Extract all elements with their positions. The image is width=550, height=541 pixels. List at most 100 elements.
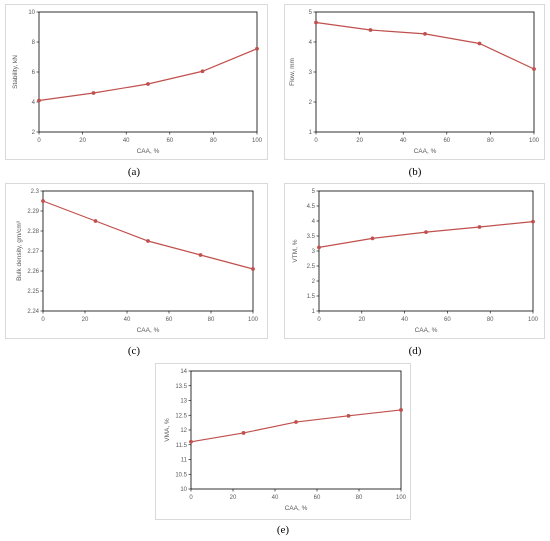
caption-e: (e) (276, 524, 290, 536)
data-point (37, 98, 41, 103)
x-tick-label: 80 (210, 138, 217, 144)
y-tick-label: 4 (309, 40, 313, 46)
x-tick-label: 80 (208, 317, 215, 323)
data-point (346, 413, 351, 418)
x-tick-label: 40 (272, 495, 279, 501)
x-tick-label: 100 (396, 495, 407, 501)
data-point (423, 32, 427, 36)
x-axis-label: CAA, % (137, 148, 160, 155)
data-point (93, 219, 98, 223)
y-tick-label: 11.5 (176, 443, 188, 449)
y-tick-label: 1 (309, 130, 313, 136)
y-tick-label: 2.24 (27, 309, 39, 315)
y-tick-label: 2 (309, 100, 313, 106)
data-point (370, 236, 375, 241)
chart-panel-b: 1 2 3 4 5 0 20 40 60 80 100 CAA, % Flow, mm (284, 4, 545, 160)
x-tick-label: 20 (79, 138, 86, 144)
y-tick-label: 3.5 (307, 234, 316, 240)
x-tick-label: 0 (37, 138, 41, 144)
x-tick-label: 80 (356, 495, 363, 501)
chart-panel-c: 2.24 2.25 2.26 2.27 2.28 2.29 2.3 0 20 40 60 80 100 C… (5, 183, 268, 339)
y-axis-label: Stability, kN (12, 55, 19, 89)
x-tick-label: 60 (166, 317, 173, 323)
chart-c: 2.24 2.25 2.26 2.27 2.28 2.29 2.3 0 20 40 60 80 100 C… (16, 189, 259, 334)
x-tick-label: 100 (248, 317, 259, 323)
y-tick-label: 10.5 (175, 472, 187, 478)
x-tick-label: 20 (356, 138, 363, 144)
y-tick-label: 2 (312, 279, 316, 285)
plot-area (318, 190, 534, 312)
chart-d: 1 1.5 2 2.5 3 3.5 4 4.5 5 0 20 40 60 80 100 CAA, % VTM, … (292, 189, 539, 334)
x-tick-label: 100 (252, 138, 263, 144)
y-tick-label: 12 (180, 428, 187, 434)
y-tick-label: 4 (312, 219, 316, 225)
x-tick-label: 20 (82, 317, 89, 323)
y-tick-label: 4 (32, 100, 36, 106)
data-point (314, 20, 318, 25)
y-tick-label: 13.5 (175, 384, 187, 390)
x-tick-label: 60 (166, 138, 173, 144)
data-point (424, 230, 428, 234)
x-axis-label: CAA, % (414, 148, 437, 155)
y-axis-label: Flow, mm (289, 58, 296, 86)
y-tick-label: 14 (180, 369, 187, 375)
data-point (532, 67, 536, 71)
y-tick-label: 5 (309, 10, 313, 16)
chart-panel-a: 2 4 6 8 10 0 20 40 60 80 100 CAA, % Stability, kN (5, 4, 268, 160)
series-line (38, 48, 258, 102)
y-tick-label: 11 (181, 458, 188, 464)
x-tick-label: 40 (124, 317, 131, 323)
chart-panel-e: 10 10.5 11 11.5 12 12.5 13 13.5 14 0 20 40 60 80 100 CA… (155, 363, 411, 520)
y-tick-label: 10 (180, 487, 187, 493)
x-tick-label: 0 (41, 317, 45, 323)
data-point (255, 46, 259, 51)
data-point (91, 91, 96, 95)
x-axis-label: CAA, % (285, 505, 308, 512)
y-tick-label: 6 (32, 70, 36, 76)
data-point (146, 82, 150, 86)
x-tick-label: 60 (444, 317, 451, 323)
data-point (198, 253, 203, 257)
x-tick-label: 80 (487, 138, 494, 144)
data-point (41, 199, 45, 203)
y-axis-label: VTM, % (292, 239, 299, 262)
data-point (317, 245, 321, 250)
y-tick-label: 4.5 (307, 204, 316, 210)
data-point (477, 41, 482, 46)
data-point (251, 267, 255, 271)
y-tick-label: 2.5 (307, 264, 316, 270)
caption-a: (a) (127, 166, 141, 178)
y-tick-label: 8 (32, 40, 36, 46)
x-tick-label: 20 (230, 495, 237, 501)
x-axis-label: CAA, % (137, 327, 160, 334)
x-tick-label: 0 (314, 138, 318, 144)
data-point (200, 69, 205, 74)
y-axis-label: VMA, % (164, 418, 171, 442)
y-tick-label: 2.25 (27, 289, 39, 295)
data-point (477, 225, 482, 229)
x-tick-label: 100 (528, 317, 539, 323)
x-tick-label: 40 (400, 138, 407, 144)
caption-c: (c) (127, 345, 141, 357)
data-point (294, 420, 298, 424)
data-point (241, 431, 246, 435)
plot-area (42, 190, 254, 312)
y-tick-label: 2.27 (27, 249, 39, 255)
series-line (42, 200, 254, 270)
x-tick-label: 20 (358, 317, 365, 323)
x-tick-label: 0 (317, 317, 321, 323)
y-tick-label: 5 (312, 189, 316, 195)
series-line (315, 21, 535, 70)
y-tick-label: 10 (28, 10, 35, 16)
y-tick-label: 2.26 (27, 269, 39, 275)
chart-panel-d: 1 1.5 2 2.5 3 3.5 4 4.5 5 0 20 40 60 80 100 CAA, % VTM, … (284, 183, 545, 339)
y-tick-label: 2.3 (31, 189, 40, 195)
y-tick-label: 2.28 (27, 229, 39, 235)
y-tick-label: 3 (309, 70, 313, 76)
plot-area (315, 11, 535, 133)
plot-area (38, 11, 258, 133)
data-point (399, 408, 403, 412)
y-tick-label: 13 (180, 399, 187, 405)
plot-area (190, 370, 402, 490)
